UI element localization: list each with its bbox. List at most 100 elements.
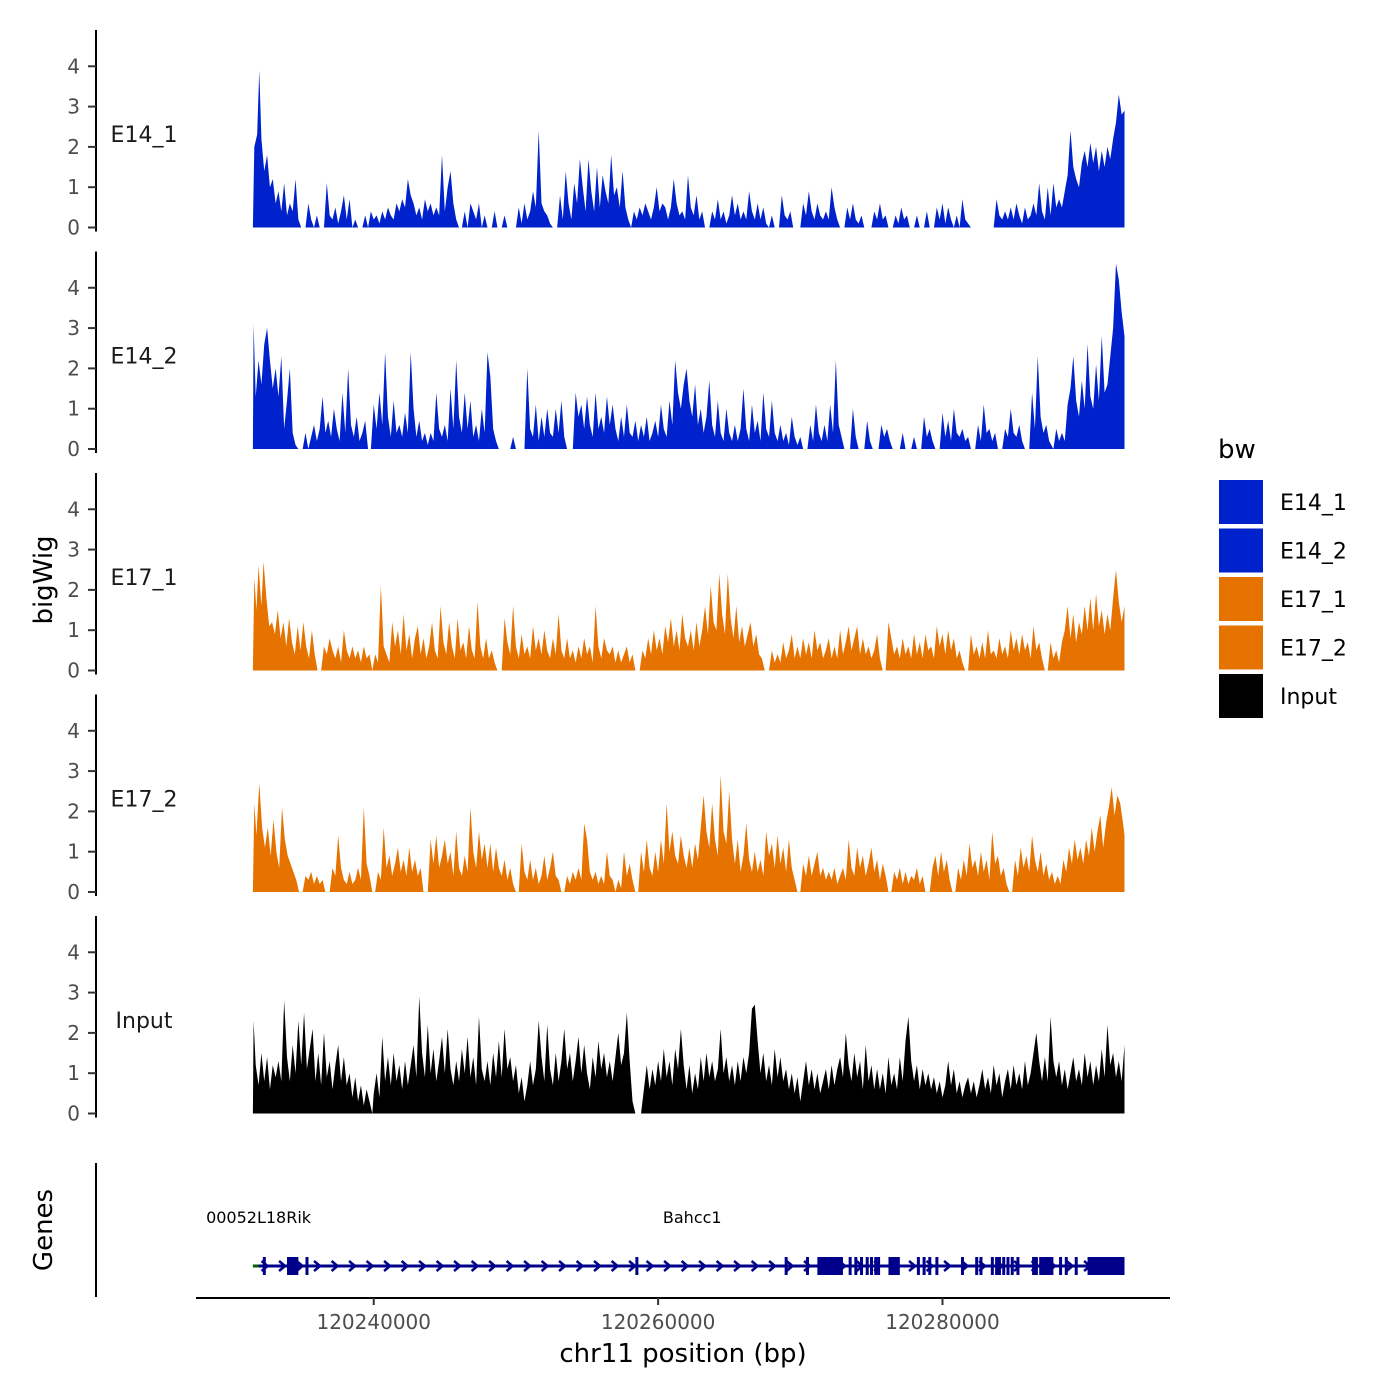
- panel-E14_2: 0 1 2 3 4 E14_2: [67, 252, 1124, 462]
- exon-Bahcc1-19: [935, 1257, 938, 1275]
- exon-Bahcc1-8: [849, 1257, 852, 1275]
- area-E14_1: [253, 70, 1125, 227]
- exon-Bahcc1-36: [1088, 1257, 1125, 1275]
- legend-label-Input: Input: [1280, 685, 1337, 710]
- exon-Bahcc1-29: [1016, 1257, 1019, 1275]
- gene-label-00052L18Rik: 00052L18Rik: [206, 1208, 312, 1227]
- panel-label-Input: Input: [116, 1009, 173, 1034]
- y-tick-label-Input-2: 2: [67, 1021, 80, 1045]
- exon-Bahcc1-4: [785, 1257, 788, 1275]
- panel-label-E17_1: E17_1: [111, 566, 178, 591]
- exon-Bahcc1-28: [1011, 1257, 1014, 1275]
- exon-Bahcc1-35: [1075, 1257, 1078, 1275]
- genes-track-label: Genes: [29, 1189, 59, 1271]
- exon-Bahcc1-12: [870, 1257, 873, 1275]
- y-tick-label-E14_1-2: 2: [67, 135, 80, 159]
- exon-Bahcc1-11: [866, 1257, 869, 1275]
- gene-label-Bahcc1: Bahcc1: [663, 1208, 722, 1227]
- x-tick-label-120240000: 120240000: [316, 1310, 431, 1334]
- exon-Bahcc1-0: [263, 1257, 266, 1275]
- legend-title: bw: [1218, 435, 1256, 465]
- y-tick-label-E17_1-2: 2: [67, 578, 80, 602]
- legend-key-E14_1: [1219, 480, 1263, 524]
- legend-label-E17_2: E17_2: [1280, 637, 1347, 662]
- panel-E17_1: 0 1 2 3 4 E17_1: [67, 473, 1124, 683]
- exon-Bahcc1-15: [888, 1257, 899, 1275]
- legend-key-E17_1: [1219, 577, 1263, 621]
- y-axis-title: bigWig: [29, 535, 59, 624]
- y-tick-label-E17_2-3: 3: [67, 759, 80, 783]
- area-Input: [253, 997, 1125, 1114]
- x-tick-label-120260000: 120260000: [601, 1310, 716, 1334]
- y-tick-label-Input-0: 0: [67, 1102, 80, 1126]
- y-tick-label-E14_1-4: 4: [67, 54, 80, 78]
- exon-Bahcc1-13: [874, 1257, 877, 1275]
- exon-Bahcc1-10: [860, 1257, 863, 1275]
- exon-Bahcc1-17: [923, 1257, 926, 1275]
- legend-items: E14_1 E14_2 E17_1 E17_2 Input: [1219, 480, 1347, 718]
- genes-body: 00052L18Rik Bahcc1: [206, 1208, 1124, 1275]
- x-axis: 120240000 120260000 120280000 chr11 positi…: [196, 1298, 1170, 1369]
- panel-E14_1: 0 1 2 3 4 E14_1: [67, 30, 1124, 240]
- y-tick-label-E14_1-3: 3: [67, 95, 80, 119]
- legend-label-E14_1: E14_1: [1280, 491, 1347, 516]
- exon-Bahcc1-5: [806, 1257, 809, 1275]
- y-tick-label-E17_2-2: 2: [67, 799, 80, 823]
- chart-svg: 0 1 2 3 4 E14_1 0 1 2 3 4 E14_2 0 1 2 3 4 E17_1 0 1 2 3 4 E17_2…: [0, 0, 1400, 1400]
- y-tick-label-E17_2-1: 1: [67, 840, 80, 864]
- x-axis-title: chr11 position (bp): [559, 1339, 806, 1369]
- exon-Bahcc1-30: [1032, 1257, 1035, 1275]
- exon-Bahcc1-16: [917, 1257, 920, 1275]
- x-ticks: 120240000 120260000 120280000: [316, 1298, 999, 1334]
- panel-label-E14_2: E14_2: [111, 345, 178, 370]
- y-tick-label-E14_2-4: 4: [67, 276, 80, 300]
- legend-key-Input: [1219, 674, 1263, 718]
- y-tick-label-Input-1: 1: [67, 1061, 80, 1085]
- chart-root: 0 1 2 3 4 E14_1 0 1 2 3 4 E14_2 0 1 2 3 4 E17_1 0 1 2 3 4 E17_2…: [0, 0, 1400, 1400]
- y-tick-label-E14_1-0: 0: [67, 216, 80, 240]
- exon-Bahcc1-24: [995, 1257, 998, 1275]
- panel-label-E17_2: E17_2: [111, 788, 178, 813]
- y-tick-label-Input-4: 4: [67, 940, 80, 964]
- y-tick-label-E14_2-2: 2: [67, 356, 80, 380]
- exon-Bahcc1-14: [877, 1257, 880, 1275]
- gene-Bahcc1: Bahcc1: [259, 1208, 1125, 1275]
- exon-Bahcc1-33: [1059, 1257, 1062, 1275]
- legend-label-E14_2: E14_2: [1280, 540, 1347, 565]
- panel-E17_2: 0 1 2 3 4 E17_2: [67, 695, 1124, 905]
- exon-Bahcc1-23: [991, 1257, 994, 1275]
- exon-Bahcc1-2: [305, 1257, 308, 1275]
- exon-Bahcc1-20: [961, 1257, 964, 1275]
- y-tick-label-E14_2-0: 0: [67, 437, 80, 461]
- y-tick-label-E17_2-4: 4: [67, 719, 80, 743]
- y-tick-label-E17_1-4: 4: [67, 497, 80, 521]
- y-tick-label-E17_1-1: 1: [67, 618, 80, 642]
- exon-Bahcc1-9: [854, 1257, 857, 1275]
- legend-key-E14_2: [1219, 529, 1263, 573]
- exon-Bahcc1-22: [979, 1257, 982, 1275]
- y-tick-label-E17_1-0: 0: [67, 659, 80, 683]
- legend-key-E17_2: [1219, 626, 1263, 670]
- exon-Bahcc1-34: [1065, 1257, 1068, 1275]
- x-tick-label-120280000: 120280000: [885, 1310, 1000, 1334]
- y-tick-label-E17_1-3: 3: [67, 538, 80, 562]
- panel-label-E14_1: E14_1: [111, 123, 178, 148]
- area-E17_2: [253, 775, 1125, 892]
- legend-label-E17_1: E17_1: [1280, 588, 1347, 613]
- legend: bw E14_1 E14_2 E17_1 E17_2 Input: [1218, 435, 1347, 718]
- y-tick-label-E14_2-1: 1: [67, 397, 80, 421]
- exon-Bahcc1-18: [928, 1257, 931, 1275]
- exon-Bahcc1-32: [1039, 1257, 1053, 1275]
- y-tick-label-E14_2-3: 3: [67, 316, 80, 340]
- genes-track: Genes 00052L18Rik Bahcc1: [29, 1163, 1124, 1297]
- y-tick-label-E17_2-0: 0: [67, 880, 80, 904]
- exon-Bahcc1-21: [975, 1257, 978, 1275]
- y-tick-label-E14_1-1: 1: [67, 175, 80, 199]
- track-panels: 0 1 2 3 4 E14_1 0 1 2 3 4 E14_2 0 1 2 3 4 E17_1 0 1 2 3 4 E17_2…: [67, 30, 1124, 1126]
- exon-Bahcc1-31: [1035, 1257, 1038, 1275]
- exon-Bahcc1-3: [635, 1257, 638, 1275]
- area-E14_2: [253, 264, 1125, 449]
- exon-Bahcc1-6: [288, 1257, 298, 1275]
- y-tick-label-Input-3: 3: [67, 981, 80, 1005]
- panel-Input: 0 1 2 3 4 Input: [67, 916, 1124, 1126]
